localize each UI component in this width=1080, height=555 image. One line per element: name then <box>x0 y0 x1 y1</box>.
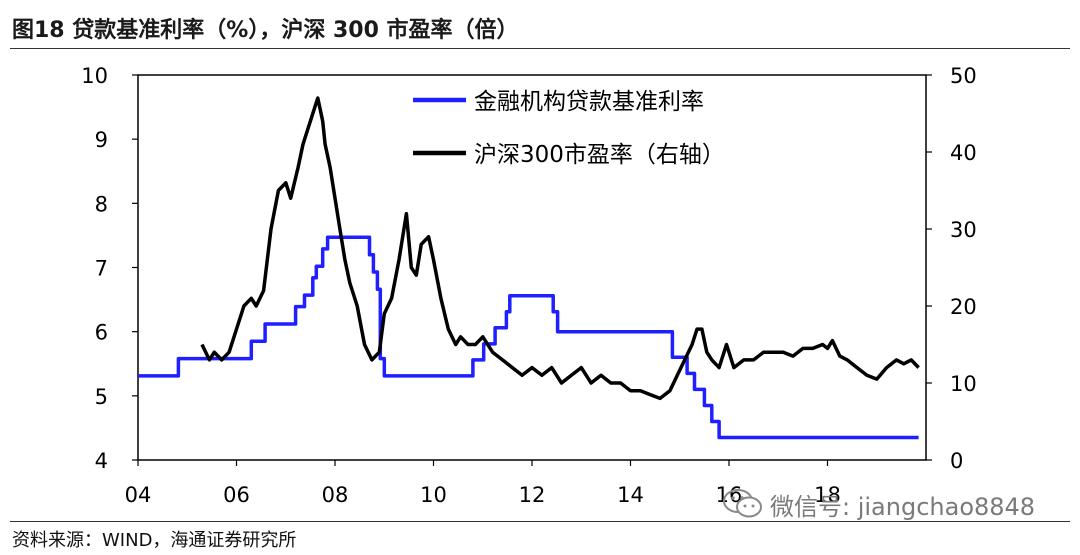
source-note: 资料来源：WIND，海通证券研究所 <box>12 530 297 551</box>
y-right-tick-label: 0 <box>950 449 963 473</box>
x-tick-label: 18 <box>814 483 841 507</box>
title-divider <box>10 48 1070 49</box>
x-tick-label: 06 <box>223 483 250 507</box>
y-left-tick-label: 6 <box>95 321 108 345</box>
y-left-tick-label: 7 <box>95 257 108 281</box>
pe-ratio-line <box>200 96 920 401</box>
watermark: 微信号: jiangchao8848 <box>722 482 1035 526</box>
loan-rate-line <box>138 235 919 440</box>
y-left-tick-label: 10 <box>81 64 108 88</box>
y-left-tick-label: 8 <box>95 192 108 216</box>
y-left-tick-label: 4 <box>95 449 108 473</box>
y-axis-right: 0 10 20 30 40 50 <box>926 64 977 473</box>
legend-label: 金融机构贷款基准利率 <box>474 89 704 115</box>
x-tick-label: 08 <box>322 483 349 507</box>
y-left-tick-label: 9 <box>95 128 108 152</box>
series-layer <box>138 96 920 440</box>
legend-label: 沪深300市盈率（右轴） <box>474 142 725 168</box>
y-right-tick-label: 40 <box>950 141 977 165</box>
figure-title: 图18 贷款基准利率（%），沪深 300 市盈率（倍） <box>12 18 519 43</box>
footer-divider <box>10 521 1070 522</box>
title-bar: 图18 贷款基准利率（%），沪深 300 市盈率（倍） <box>0 0 1080 48</box>
x-tick-label: 04 <box>125 483 152 507</box>
y-right-tick-label: 30 <box>950 218 977 242</box>
x-axis: 04 06 08 10 12 14 16 18 <box>125 460 841 507</box>
plot-area <box>137 74 927 461</box>
x-tick-label: 14 <box>617 483 644 507</box>
x-tick-label: 12 <box>519 483 546 507</box>
wechat-icon <box>723 489 762 518</box>
y-axis-left: 4 5 6 7 8 9 10 <box>81 64 138 473</box>
y-right-tick-label: 20 <box>950 295 977 319</box>
y-right-tick-label: 10 <box>950 372 977 396</box>
watermark-text: 微信号: jiangchao8848 <box>770 492 1036 521</box>
y-left-tick-label: 5 <box>95 385 108 409</box>
x-tick-label: 10 <box>420 483 447 507</box>
y-right-tick-label: 50 <box>950 64 977 88</box>
